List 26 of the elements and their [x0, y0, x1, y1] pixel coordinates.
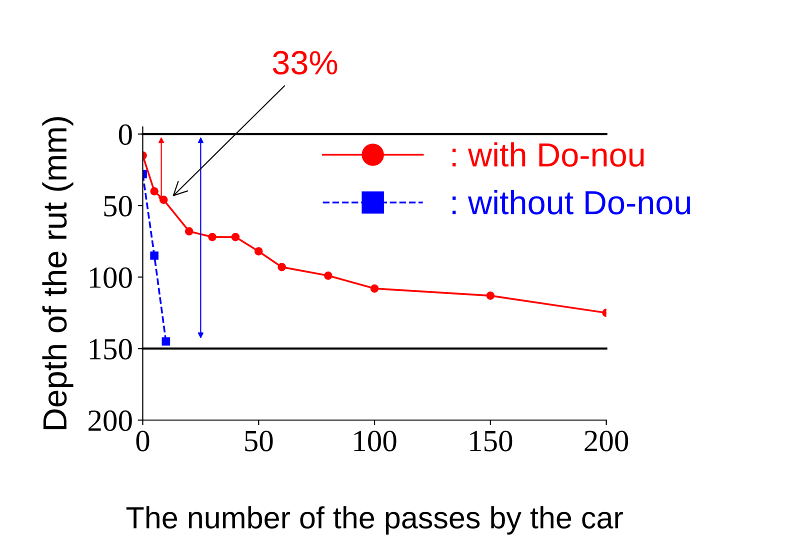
point [486, 292, 495, 300]
x-tick-label: 200 [584, 430, 628, 452]
y-tick-label: 0 [118, 124, 132, 145]
point [324, 271, 332, 280]
legend-label: : without Do-nou [452, 190, 690, 214]
point [150, 187, 159, 196]
point [150, 251, 159, 260]
point [254, 247, 263, 256]
y-tick-label: 50 [104, 196, 132, 216]
annotation: 33% [272, 50, 338, 75]
point [231, 232, 240, 242]
x-tick-label: 150 [470, 430, 512, 452]
x-tick-label: 0 [136, 430, 150, 452]
y-axis-title: Depth of the rut (mm) [42, 117, 74, 430]
x-tick-label: 50 [245, 430, 273, 452]
legend-label: : with Do-nou [452, 142, 644, 167]
point [370, 284, 379, 293]
x-tick-label: 100 [354, 430, 396, 452]
point [278, 262, 286, 272]
y-tick-label: 100 [90, 267, 132, 288]
point [162, 337, 170, 346]
x-axis-title: The number of the passes by the car [126, 506, 623, 535]
point [184, 227, 194, 236]
point [208, 232, 216, 242]
y-tick-label: 200 [88, 410, 132, 432]
y-tick-label: 150 [90, 338, 132, 360]
